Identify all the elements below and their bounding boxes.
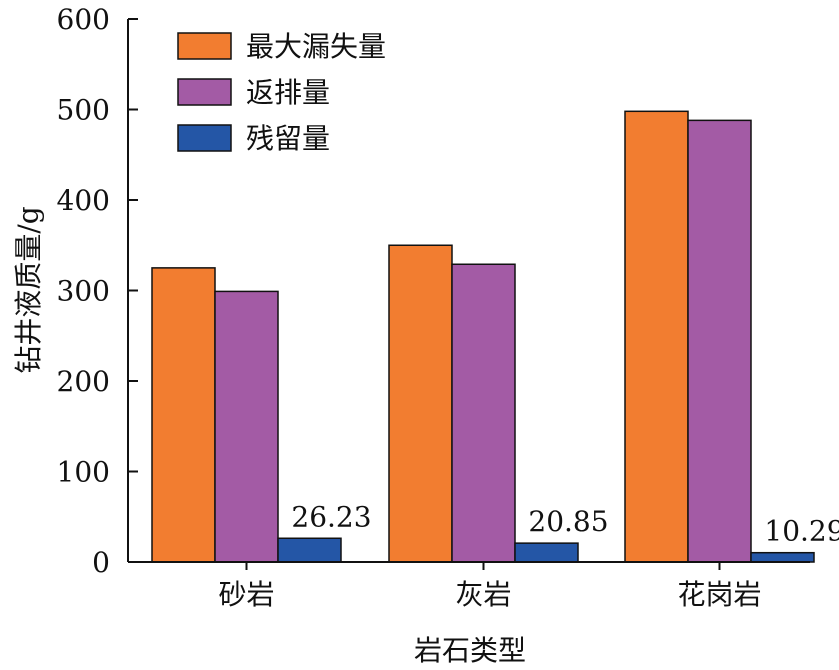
legend-swatch <box>177 124 232 152</box>
data-label: 10.29 <box>764 515 839 548</box>
legend-label: 最大漏失量 <box>246 30 386 63</box>
x-axis-title: 岩石类型 <box>414 634 526 667</box>
legend-label: 残留量 <box>246 122 330 155</box>
legend-label: 返排量 <box>246 76 330 109</box>
bar-3-3 <box>750 551 815 563</box>
bar-1-1 <box>151 267 216 563</box>
bar-1-3 <box>624 110 689 563</box>
bar-2-3 <box>687 119 752 563</box>
data-label: 26.23 <box>291 500 371 533</box>
data-label: 20.85 <box>528 505 608 538</box>
y-axis-ticks: 0 100 200 300 400 500 600 <box>57 3 138 579</box>
bars <box>151 110 815 563</box>
bar-1-2 <box>388 244 453 563</box>
x-category-label: 砂岩 <box>218 578 274 611</box>
legend-swatch <box>177 32 232 60</box>
y-tick-label: 500 <box>57 94 110 127</box>
legend-swatch <box>177 78 232 106</box>
bar-3-1 <box>277 537 342 563</box>
x-category-label: 花岗岩 <box>677 578 761 611</box>
bar-2-1 <box>214 290 279 563</box>
data-labels: 26.23 20.85 10.29 <box>291 500 839 547</box>
y-tick-label: 300 <box>57 275 110 308</box>
y-axis-title: 钻井液质量/g <box>12 206 45 373</box>
bar-3-2 <box>514 542 579 563</box>
y-tick-label: 400 <box>57 184 110 217</box>
y-tick-label: 200 <box>57 365 110 398</box>
bar-2-2 <box>451 263 516 563</box>
y-tick-label: 600 <box>57 3 110 36</box>
x-category-label: 灰岩 <box>455 578 511 611</box>
x-axis-ticks: 砂岩 灰岩 花岗岩 <box>218 562 762 611</box>
y-tick-label: 100 <box>57 456 110 489</box>
y-tick-label: 0 <box>92 546 110 579</box>
